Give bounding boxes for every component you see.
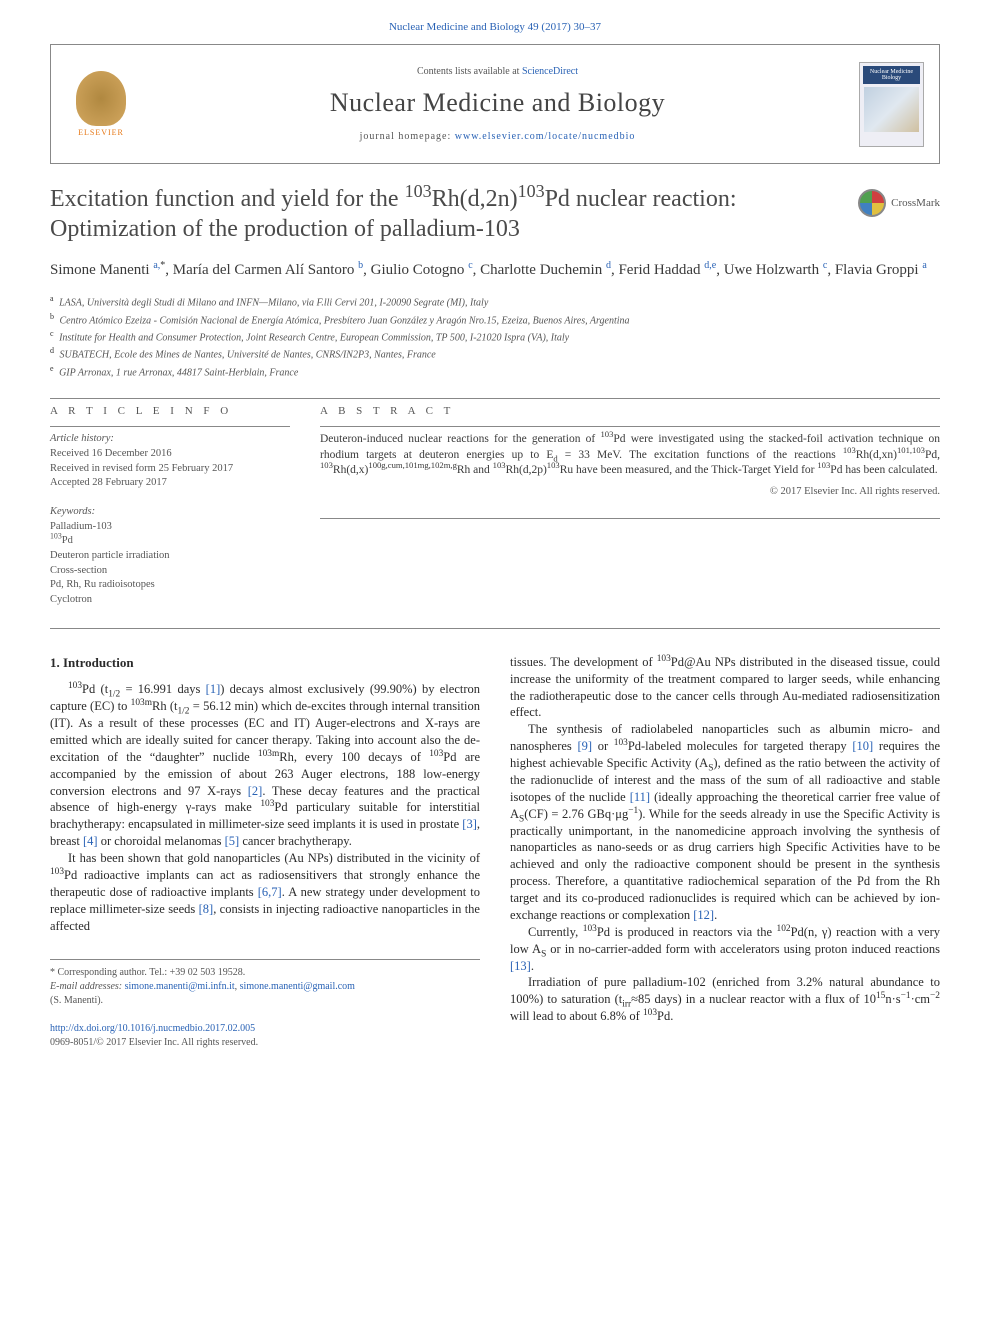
section-heading-intro: 1. Introduction [50, 654, 480, 672]
journal-cover-thumbnail: Nuclear Medicine Biology [859, 62, 924, 147]
abstract-copyright: © 2017 Elsevier Inc. All rights reserved… [320, 485, 940, 499]
history-item: Received in revised form 25 February 201… [50, 462, 290, 477]
sciencedirect-link[interactable]: ScienceDirect [522, 66, 578, 77]
affiliation-item: e GIP Arronax, 1 rue Arronax, 44817 Sain… [50, 363, 940, 380]
article-info-column: A R T I C L E I N F O Article history: R… [50, 404, 290, 608]
author-list: Simone Manenti a,*, María del Carmen Alí… [50, 259, 940, 281]
keywords-block: Keywords: Palladium-103103PdDeuteron par… [50, 505, 290, 608]
body-paragraph: Currently, 103Pd is produced in reactors… [510, 924, 940, 975]
cover-image-icon [864, 87, 919, 132]
history-item: Received 16 December 2016 [50, 447, 290, 462]
journal-header-box: ELSEVIER Contents lists available at Sci… [50, 44, 940, 164]
abstract-text: Deuteron-induced nuclear reactions for t… [320, 432, 940, 479]
body-paragraph: Irradiation of pure palladium-102 (enric… [510, 974, 940, 1025]
corresponding-line: * Corresponding author. Tel.: +39 02 503… [50, 966, 480, 980]
affiliation-item: a LASA, Università degli Studi di Milano… [50, 293, 940, 310]
article-info-heading: A R T I C L E I N F O [50, 404, 290, 418]
journal-name: Nuclear Medicine and Biology [136, 86, 859, 120]
abstract-heading: A B S T R A C T [320, 404, 940, 418]
history-item: Accepted 28 February 2017 [50, 476, 290, 491]
body-two-column: 1. Introduction 103Pd (t1/2 = 16.991 day… [50, 654, 940, 1051]
publisher-logo: ELSEVIER [66, 64, 136, 144]
corresponding-author-footer: * Corresponding author. Tel.: +39 02 503… [50, 959, 480, 1050]
affiliation-item: b Centro Atómico Ezeiza - Comisión Nacio… [50, 311, 940, 328]
affiliations-list: a LASA, Università degli Studi di Milano… [50, 293, 940, 380]
email-line: E-mail addresses: simone.manenti@mi.infn… [50, 980, 480, 994]
cover-label: Nuclear Medicine Biology [863, 66, 920, 84]
doi-block: http://dx.doi.org/10.1016/j.nucmedbio.20… [50, 1022, 480, 1050]
article-history: Article history: Received 16 December 20… [50, 432, 290, 491]
divider-rule [50, 426, 290, 427]
journal-homepage-line: journal homepage: www.elsevier.com/locat… [136, 130, 859, 143]
doi-link[interactable]: http://dx.doi.org/10.1016/j.nucmedbio.20… [50, 1023, 255, 1034]
body-paragraph: The synthesis of radiolabeled nanopartic… [510, 721, 940, 924]
header-center: Contents lists available at ScienceDirec… [136, 65, 859, 143]
email-link[interactable]: simone.manenti@mi.infn.it [125, 981, 235, 992]
article-title: Excitation function and yield for the 10… [50, 184, 838, 244]
email-link[interactable]: simone.manenti@gmail.com [240, 981, 355, 992]
crossmark-label: CrossMark [891, 196, 940, 210]
crossmark-badge[interactable]: CrossMark [858, 189, 940, 217]
article-meta-row: A R T I C L E I N F O Article history: R… [50, 404, 940, 608]
publisher-name: ELSEVIER [78, 128, 124, 138]
journal-reference-top[interactable]: Nuclear Medicine and Biology 49 (2017) 3… [50, 20, 940, 34]
affiliation-item: d SUBATECH, Ecole des Mines de Nantes, U… [50, 345, 940, 362]
abstract-column: A B S T R A C T Deuteron-induced nuclear… [320, 404, 940, 608]
divider-rule [320, 518, 940, 519]
body-paragraph: 103Pd (t1/2 = 16.991 days [1]) decays al… [50, 681, 480, 850]
elsevier-tree-icon [76, 71, 126, 126]
contents-available-line: Contents lists available at ScienceDirec… [136, 65, 859, 78]
divider-rule [320, 426, 940, 427]
issn-copyright: 0969-8051/© 2017 Elsevier Inc. All right… [50, 1037, 258, 1048]
email-author-name: (S. Manenti). [50, 994, 480, 1008]
keywords-label: Keywords: [50, 505, 290, 520]
keywords-list: Palladium-103103PdDeuteron particle irra… [50, 520, 290, 608]
title-row: Excitation function and yield for the 10… [50, 184, 940, 244]
crossmark-icon [858, 189, 886, 217]
divider-rule [50, 398, 940, 399]
history-label: Article history: [50, 432, 290, 447]
journal-homepage-link[interactable]: www.elsevier.com/locate/nucmedbio [455, 131, 636, 142]
divider-rule [50, 628, 940, 629]
affiliation-item: c Institute for Health and Consumer Prot… [50, 328, 940, 345]
body-paragraph: It has been shown that gold nanoparticle… [50, 850, 480, 934]
body-paragraph: tissues. The development of 103Pd@Au NPs… [510, 654, 940, 722]
